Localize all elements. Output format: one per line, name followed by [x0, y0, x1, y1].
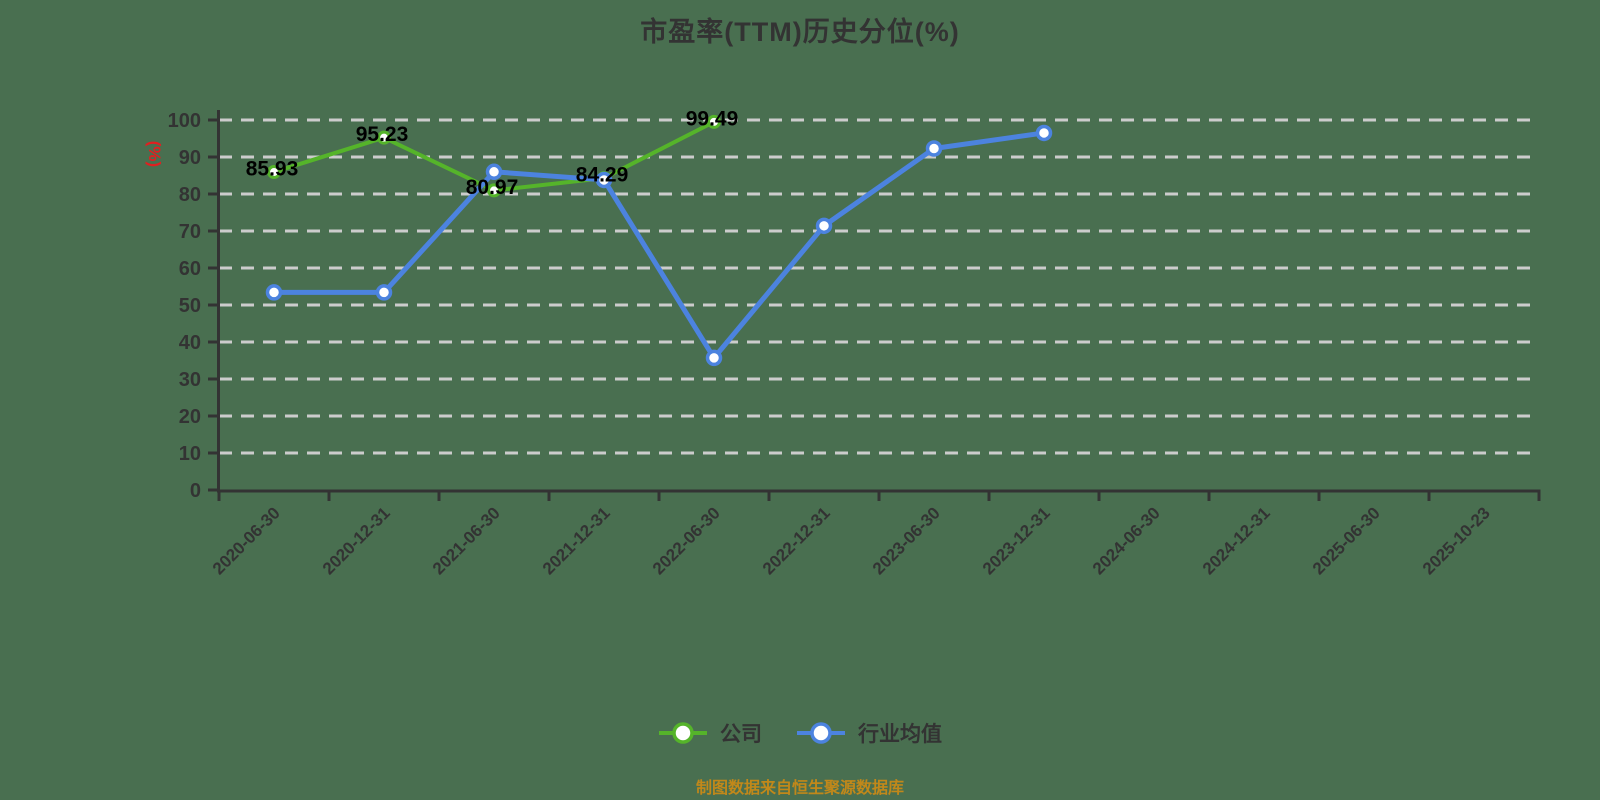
x-tick-label: 2022-06-30: [649, 503, 724, 578]
data-point-marker[interactable]: [375, 284, 393, 301]
legend-item-company[interactable]: 公司: [658, 718, 762, 748]
x-tick-label: 2022-12-31: [759, 503, 834, 578]
data-point-marker[interactable]: [925, 140, 943, 157]
data-point-marker[interactable]: [487, 183, 501, 198]
y-tick-label: 90: [179, 147, 201, 169]
legend-item-industry-average[interactable]: 行业均值: [796, 718, 942, 748]
data-point-marker[interactable]: [595, 171, 613, 189]
x-tick-label: 2020-06-30: [209, 503, 284, 578]
y-tick-label: 20: [179, 406, 201, 428]
legend-marker-company-icon: [659, 722, 707, 744]
data-point-marker[interactable]: [485, 163, 503, 181]
data-point-label: 84.29: [576, 164, 629, 187]
axes: 0 10 20 30 40 50 60 70 80 90 100 2020-06-30 2020-12-…: [168, 110, 1541, 578]
data-point-label: 80.97: [466, 176, 519, 199]
series-line: [271, 130, 1047, 361]
x-tick-label: 2024-06-30: [1089, 503, 1164, 578]
data-labels: 85.93 95.23 80.97 84.29 99.49: [246, 107, 739, 199]
x-tick-label: 2025-06-30: [1309, 503, 1384, 578]
x-tick-label: 2023-12-31: [979, 503, 1054, 578]
y-tick-label: 70: [179, 221, 201, 243]
data-point-marker[interactable]: [1035, 124, 1053, 142]
y-tick-label: 50: [179, 295, 201, 317]
series-industry-average: [265, 124, 1053, 367]
data-point-marker[interactable]: [707, 114, 721, 129]
x-tick-label: 2020-12-31: [319, 503, 394, 578]
legend-label-company: 公司: [720, 723, 762, 746]
data-point-marker[interactable]: [815, 217, 833, 235]
data-point-marker[interactable]: [705, 349, 723, 367]
chart-legend: 公司 行业均值: [0, 718, 1600, 748]
data-point-marker[interactable]: [267, 165, 281, 180]
data-point-label: 99.49: [686, 107, 739, 130]
x-tick-label: 2025-10-23: [1419, 503, 1494, 578]
data-point-marker[interactable]: [377, 130, 391, 145]
x-tick-label: 2023-06-30: [869, 503, 944, 578]
legend-label-industry-average: 行业均值: [858, 723, 942, 746]
y-tick-label: 60: [179, 258, 201, 280]
data-source-note: 制图数据来自恒生聚源数据库: [695, 780, 904, 797]
x-tick-label: 2021-12-31: [539, 503, 614, 578]
legend-marker-industry-icon: [797, 722, 845, 744]
y-tick-label: 40: [179, 332, 201, 354]
gridlines: [219, 118, 1537, 455]
y-tick-label: 10: [179, 443, 201, 465]
y-tick-label: 100: [168, 110, 201, 132]
y-tick-label: 30: [179, 369, 201, 391]
data-point-label: 85.93: [246, 158, 299, 181]
x-tick-label: 2024-12-31: [1199, 503, 1274, 578]
data-point-marker[interactable]: [265, 284, 283, 301]
chart-title: 市盈率(TTM)历史分位(%): [640, 17, 960, 47]
y-tick-label: 0: [190, 480, 201, 502]
data-point-label: 95.23: [356, 123, 409, 146]
y-tick-label: 80: [179, 184, 201, 206]
x-tick-label: 2021-06-30: [429, 503, 504, 578]
